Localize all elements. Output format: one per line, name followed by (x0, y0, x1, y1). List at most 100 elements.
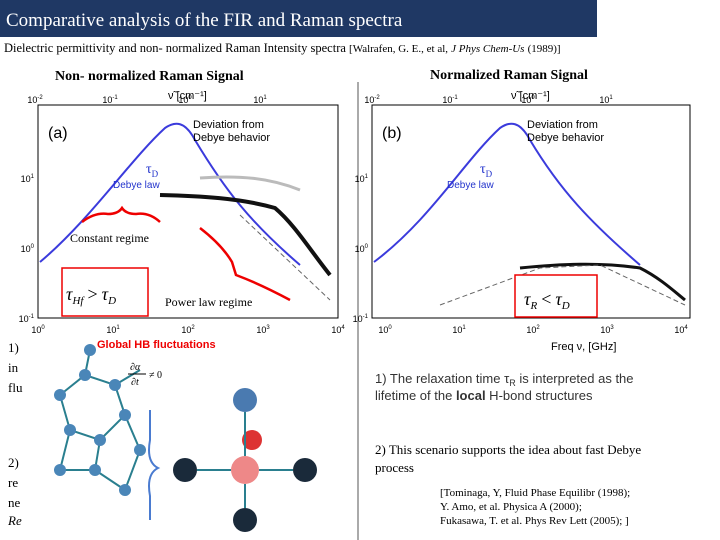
tick-exp: 1 (263, 95, 267, 101)
title: Comparative analysis of the FIR and Rama… (6, 10, 403, 31)
brace (81, 205, 161, 223)
tick-exp: 2 (191, 325, 195, 331)
tick-base: 10 (331, 325, 341, 335)
annotation: Power law regime (165, 295, 252, 309)
tick-exp: 0 (531, 95, 535, 101)
relation-box (61, 267, 149, 317)
tau-sub: D (486, 169, 493, 179)
tick-base: 10 (378, 325, 388, 335)
tick-exp: 2 (536, 325, 540, 331)
reference: Fukasawa, T. et al. Phys Rev Lett (2005)… (440, 515, 629, 527)
formula-rel: ≠ 0 (149, 370, 162, 381)
annotation: Debye behavior (527, 132, 604, 144)
text-fragment: re (8, 475, 18, 490)
panel-label: (a) (48, 125, 68, 142)
tick-base: 10 (19, 314, 29, 324)
formula-num: ∂α (130, 362, 141, 373)
tick-label: 101 (253, 95, 267, 105)
annotation: Debye law (447, 180, 494, 191)
text-fragment: 2) (8, 455, 19, 470)
tick-base: 10 (442, 95, 452, 105)
tick-label: 10-2 (27, 95, 43, 105)
tick-label: 100 (378, 325, 392, 335)
tick-base: 10 (674, 325, 684, 335)
tick-label: 100 (31, 325, 45, 335)
relation: τHf > τD (66, 284, 116, 307)
tick-label: 101 (355, 174, 369, 184)
tick-label: 101 (452, 325, 466, 335)
panel-heading: Normalized Raman Signal (430, 68, 588, 83)
tick-base: 10 (27, 95, 37, 105)
subtitle: Dielectric permittivity and non- normali… (4, 41, 561, 55)
text-fragment: 1) (8, 340, 19, 355)
tick-label: 103 (600, 325, 614, 335)
tick-label: 102 (526, 325, 540, 335)
point-1: lifetime of the local H-bond structures (375, 388, 593, 403)
point-2: process (375, 460, 414, 475)
annotation: Deviation from (193, 119, 264, 131)
tick-exp: 0 (365, 244, 369, 250)
point-1: 1) The relaxation time τR is interpreted… (375, 371, 634, 388)
tick-base: 10 (355, 244, 365, 254)
annotation: Debye behavior (193, 132, 270, 144)
tick-base: 10 (256, 325, 266, 335)
tick-label: 10-1 (102, 95, 118, 105)
dashed-line (439, 264, 686, 306)
top-axis-title: ν̃ [cm⁻¹] (511, 90, 550, 102)
grey-curve (199, 175, 301, 192)
tick-exp: 3 (610, 325, 614, 331)
data-curve (159, 193, 332, 277)
panel-label: (b) (382, 125, 402, 142)
tau-label: τD (146, 162, 159, 179)
tick-exp: 0 (388, 325, 392, 331)
text-fragment: flu (8, 380, 23, 395)
tick-label: 10-2 (364, 95, 380, 105)
tick-exp: 1 (365, 174, 369, 180)
tick-exp: 4 (341, 325, 345, 331)
tick-base: 10 (253, 95, 263, 105)
tick-label: 100 (178, 95, 192, 105)
dashed-line (239, 214, 331, 301)
tick-base: 10 (353, 314, 363, 324)
tick-label: 101 (21, 174, 35, 184)
panel-heading: Non- normalized Raman Signal (55, 69, 244, 84)
tick-base: 10 (364, 95, 374, 105)
text-fragment: Re (7, 513, 22, 528)
tick-exp: 0 (31, 244, 35, 250)
data-curve (519, 262, 686, 302)
tick-base: 10 (526, 325, 536, 335)
top-axis-title: ν̃ [cm⁻¹] (168, 90, 207, 102)
tick-exp: 0 (41, 325, 45, 331)
tick-label: 100 (521, 95, 535, 105)
formula-den: ∂t (131, 377, 139, 388)
annotation: Constant regime (70, 231, 149, 245)
tick-exp: -1 (112, 95, 118, 101)
tick-base: 10 (102, 95, 112, 105)
debye-curve (373, 122, 641, 266)
tick-base: 10 (599, 95, 609, 105)
tick-label: 104 (674, 325, 688, 335)
tick-label: 10-1 (442, 95, 458, 105)
inset-bg (50, 335, 355, 535)
tick-label: 101 (106, 325, 120, 335)
tick-exp: -1 (452, 95, 458, 101)
tick-exp: -1 (29, 314, 35, 320)
tick-base: 10 (181, 325, 191, 335)
tick-exp: -1 (363, 314, 369, 320)
tick-label: 100 (21, 244, 35, 254)
title-bar (0, 0, 597, 37)
text-fragment: in (8, 360, 19, 375)
tick-exp: 1 (462, 325, 466, 331)
point-2: 2) This scenario supports the idea about… (375, 442, 641, 457)
annotation: Debye law (113, 180, 160, 191)
tick-base: 10 (521, 95, 531, 105)
tick-base: 10 (452, 325, 462, 335)
relation: τR < τD (524, 289, 570, 312)
tick-base: 10 (355, 174, 365, 184)
tick-label: 104 (331, 325, 345, 335)
tick-label: 100 (355, 244, 369, 254)
plot-b (371, 104, 691, 319)
debye-curve (39, 122, 301, 266)
tick-exp: 3 (266, 325, 270, 331)
